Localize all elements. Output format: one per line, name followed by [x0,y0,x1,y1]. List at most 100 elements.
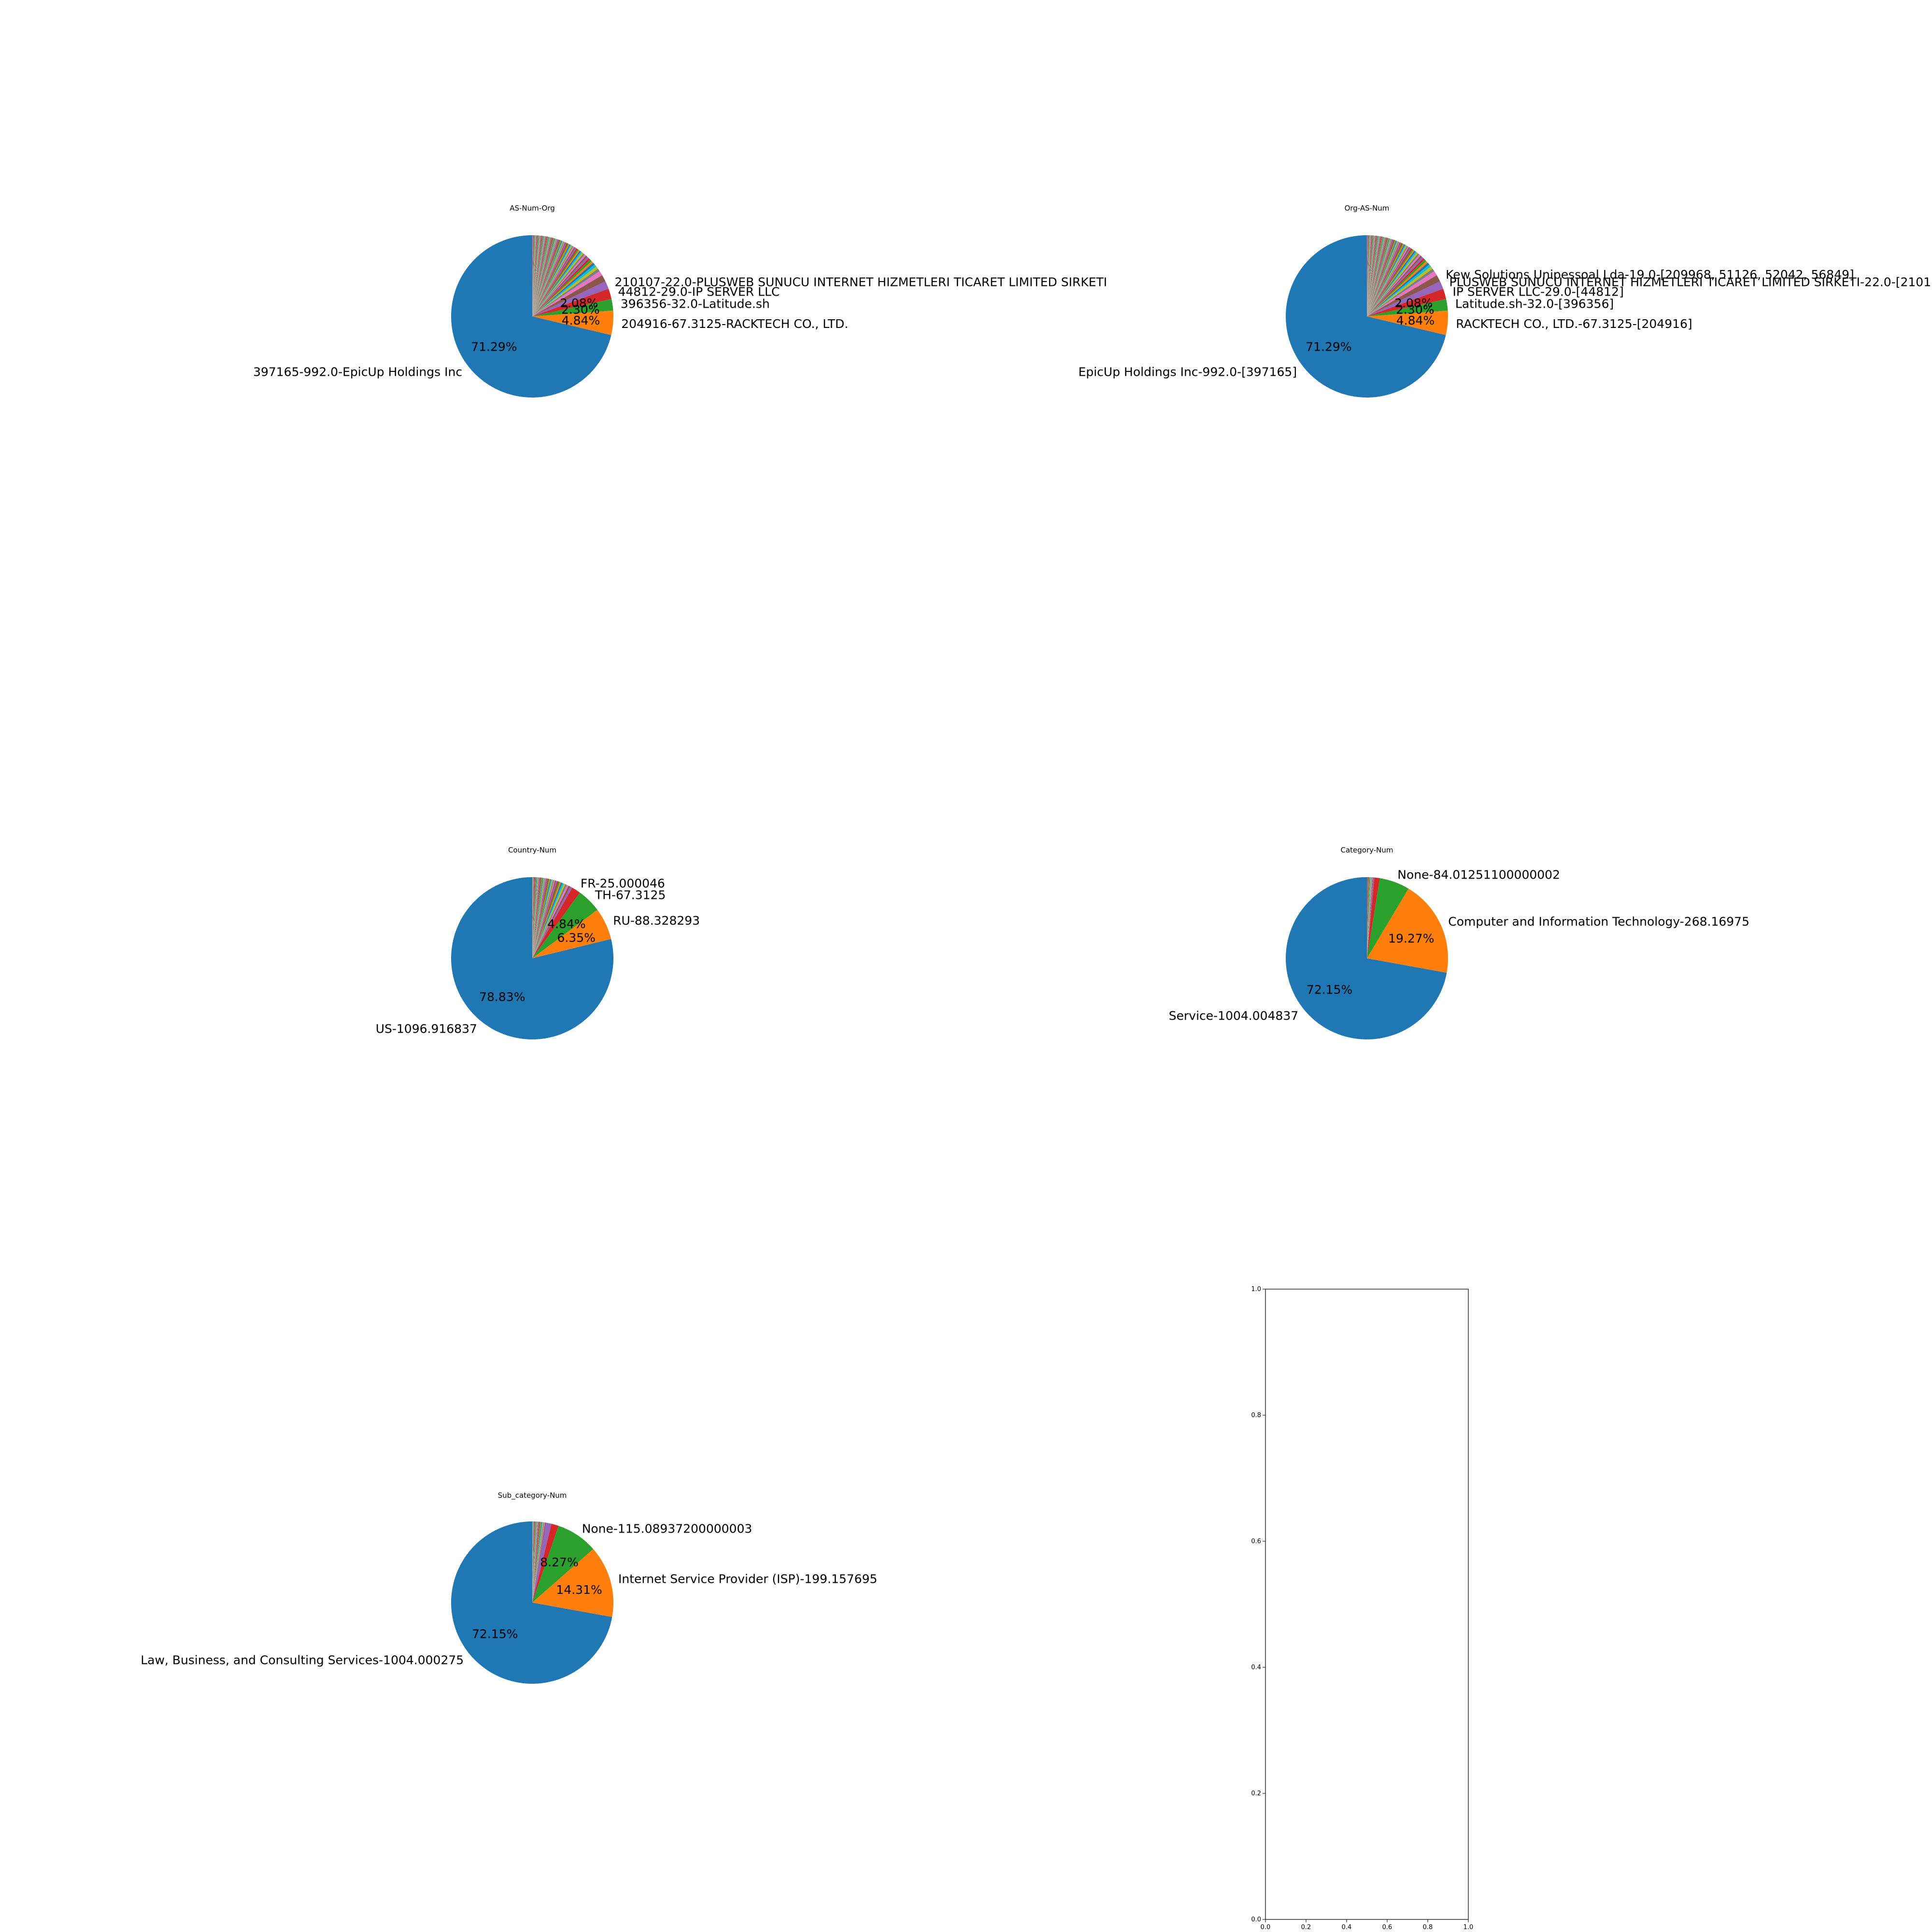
pie-slice [532,235,534,316]
pie-slice [1367,877,1368,958]
pie-slice [532,1521,537,1603]
pie-slice [1367,247,1411,316]
slice-percent: 71.29% [471,340,517,354]
pie-wedges [1285,877,1448,1039]
pie-slice [532,877,533,958]
pie-slice [532,236,546,316]
pie-slice [1367,235,1371,316]
pie-slice [1367,237,1385,316]
pie-slice [532,878,546,958]
pie-slice [1367,245,1408,316]
pie-slice [1367,236,1378,316]
slice-percent: 19.27% [1388,931,1434,945]
pie-slice [532,311,613,335]
pie-slice [1367,236,1383,316]
y-tick-label: 0.0 [1251,1916,1261,1923]
pie-slice [532,1521,539,1603]
pie-slice [532,238,554,316]
slice-label: Kew Solutions Unipessoal Lda-19.0-[20996… [1446,268,1854,282]
pie-slice [532,238,554,316]
pie-slice [1367,237,1385,316]
pie-slice [1367,245,1407,316]
pie-slice [532,881,557,958]
pie-slice [1367,240,1396,316]
pie-slice [1367,239,1394,316]
pie-slice [532,1522,544,1603]
slice-label: FR-25.000046 [581,877,665,891]
slice-label: RACKTECH CO., LTD.-67.3125-[204916] [1456,317,1692,331]
pie-slice [1367,878,1409,958]
pie-slice [1367,235,1375,316]
pie-slice [532,239,558,316]
pie-slice [532,893,597,958]
pie-slice [1367,240,1394,316]
pie-labels: Law, Business, and Consulting Services-1… [141,1521,877,1667]
slice-percent: 4.84% [547,917,585,931]
pie-slice [1367,264,1431,316]
pie-slice [532,1522,544,1603]
pie-slice [532,1526,594,1603]
slice-percent: 71.29% [1306,340,1351,354]
pie-slice [1367,235,1371,316]
pie-slice [1367,235,1372,316]
pie-slice [1367,241,1399,316]
pie-slice [532,878,547,958]
pie-title-country-num: Country-Num [508,846,556,854]
pie-slice [532,238,556,316]
pie-slice [532,236,543,316]
x-tick-label: 0.2 [1301,1924,1311,1931]
pie-slice [532,254,586,316]
pie-slice [1367,236,1379,316]
pie-slice [532,256,588,316]
pie-slice [532,883,566,958]
pie-slice [532,235,539,316]
pie-slice [1367,241,1397,316]
pie-slice [532,240,561,316]
pie-slice [532,236,546,316]
x-tick-label: 0.4 [1342,1924,1352,1931]
pie-slice [1285,877,1447,1039]
pie-slice [1367,237,1384,316]
pie-slice [1367,262,1430,316]
pie-slice [532,247,576,316]
pie-slice [532,243,568,316]
pie-slice [532,877,539,958]
pie-slice [1367,256,1423,316]
pie-slice [532,235,538,316]
pie-slice [1367,877,1375,958]
pie-slice [1367,236,1381,316]
pie-slice [532,1522,545,1603]
pie-slice [1367,239,1392,316]
pie-slice [1367,877,1369,958]
pie-slice [532,878,543,958]
pie-slice [1367,235,1369,316]
pie-slice [532,235,534,316]
x-tick-label: 0.0 [1261,1924,1271,1931]
pie-slice [1367,269,1435,316]
pie-slice [1286,235,1446,398]
x-tick-label: 1.0 [1463,1924,1474,1931]
pie-slice [532,878,544,958]
pie-slice [532,1521,536,1603]
pie-slice [1367,253,1420,316]
pie-slice [532,877,538,958]
pie-slice [1367,242,1400,316]
pie-slice [532,877,540,958]
pie-wedges [451,235,613,398]
pie-slice [1367,235,1376,316]
pie-slice [1367,236,1382,316]
pie-slice [532,242,567,316]
slice-percent: 2.08% [1394,296,1433,310]
pie-slice [532,235,540,316]
pie-slice [1367,235,1370,316]
slice-percent: 4.84% [562,313,600,327]
pie-slice [532,236,548,316]
slice-label: 397165-992.0-EpicUp Holdings Inc [253,365,462,379]
pie-slice [532,235,536,316]
slice-percent: 2.30% [561,303,599,317]
pie-slice [532,878,543,958]
pie-slice [1367,243,1403,316]
pie-slice [1367,241,1398,316]
pie-slice [1367,877,1370,958]
